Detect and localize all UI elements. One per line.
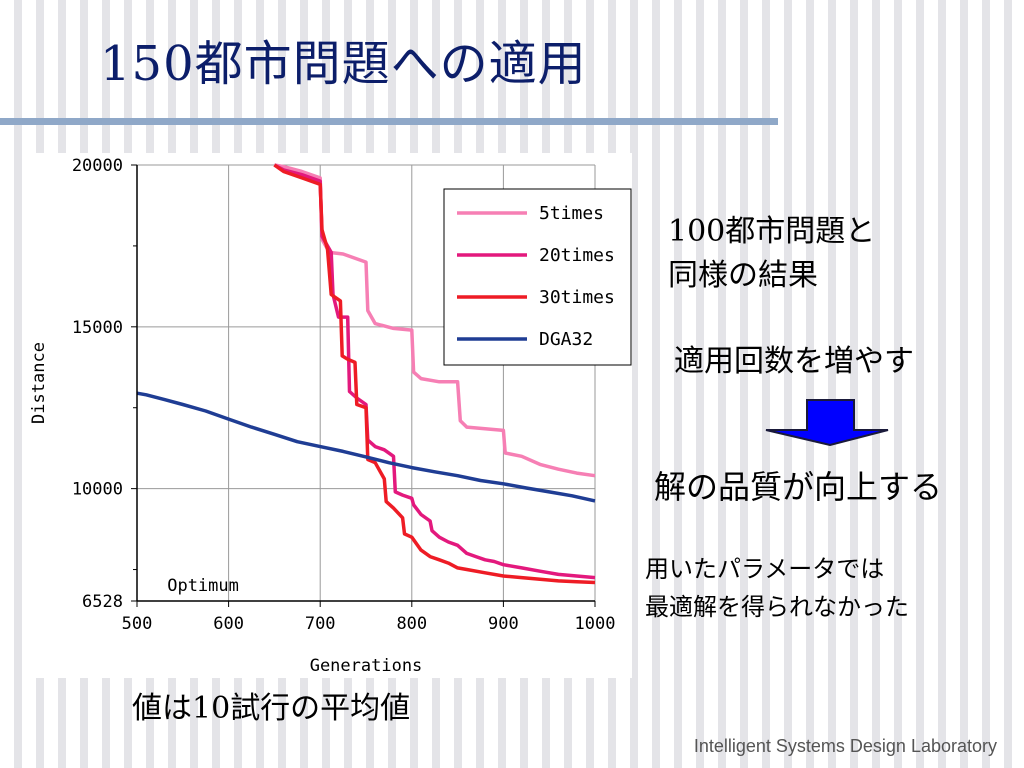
note-quality-improves: 解の品質が向上する xyxy=(654,468,943,506)
y-axis-label: Distance xyxy=(29,342,49,424)
x-axis-label: Generations xyxy=(310,656,423,676)
down-arrow-icon xyxy=(765,399,889,446)
x-tick-label-900: 900 xyxy=(488,614,519,634)
x-tick-label-800: 800 xyxy=(396,614,427,634)
note-param-line1: 用いたパラメータでは xyxy=(645,555,885,583)
note-100-number: 100 xyxy=(668,214,726,249)
note-100-text: 都市問題と xyxy=(725,214,876,249)
distance-vs-generations-chart: 500 600 700 800 900 1000 20000 15000 10000 6528 G… xyxy=(29,156,632,676)
x-tick-label-1000: 1000 xyxy=(575,614,616,634)
chart-tick-labels: 500 600 700 800 900 1000 20000 15000 10000 6528 xyxy=(72,156,616,634)
note-increase-applications: 適用回数を増やす xyxy=(674,344,914,379)
x-tick-label-600: 600 xyxy=(213,614,244,634)
chart-legend: 5times 20times 30times DGA32 xyxy=(443,188,632,366)
y-tick-label-15000: 15000 xyxy=(72,318,123,338)
note-parameters: 用いたパラメータでは 最適解を得られなかった xyxy=(645,550,909,626)
average-note: 値は10試行の平均値 xyxy=(132,683,410,727)
series-line-30times xyxy=(273,163,596,585)
note-100-line2: 同様の結果 xyxy=(668,258,818,293)
legend-label-30times: 30times xyxy=(539,287,615,308)
y-tick-label-10000: 10000 xyxy=(72,480,123,500)
note-100-line1: 100都市問題と xyxy=(668,210,875,254)
x-tick-label-700: 700 xyxy=(305,614,336,634)
chart-axes xyxy=(131,164,596,607)
optimum-annotation: Optimum xyxy=(167,576,239,596)
note-param-line2: 最適解を得られなかった xyxy=(645,593,909,621)
footer-lab-name: Intelligent Systems Design Laboratory xyxy=(693,736,997,756)
y-tick-label-20000: 20000 xyxy=(72,156,123,176)
chart-panel: 500 600 700 800 900 1000 20000 15000 10000 6528 G… xyxy=(26,153,632,678)
title-underline xyxy=(0,118,778,125)
legend-label-20times: 20times xyxy=(539,245,615,266)
avg-number: 10 xyxy=(192,691,231,726)
note-100-cities: 100都市問題と 同様の結果 xyxy=(668,210,875,298)
slide-title-text: 都市問題への適用 xyxy=(194,36,587,92)
y-tick-label-6528: 6528 xyxy=(82,592,123,612)
slide-title: 150都市問題への適用 xyxy=(100,24,587,94)
series-line-dga32 xyxy=(136,391,596,503)
legend-label-dga32: DGA32 xyxy=(539,329,593,350)
legend-box xyxy=(443,188,632,366)
series-line-20times xyxy=(273,163,596,580)
chart-series xyxy=(136,163,596,585)
legend-label-5times: 5times xyxy=(539,203,604,224)
avg-prefix: 値は xyxy=(132,691,192,726)
slide-title-number: 150 xyxy=(100,36,195,92)
x-tick-label-500: 500 xyxy=(122,614,153,634)
avg-suffix: 試行の平均値 xyxy=(230,691,411,726)
